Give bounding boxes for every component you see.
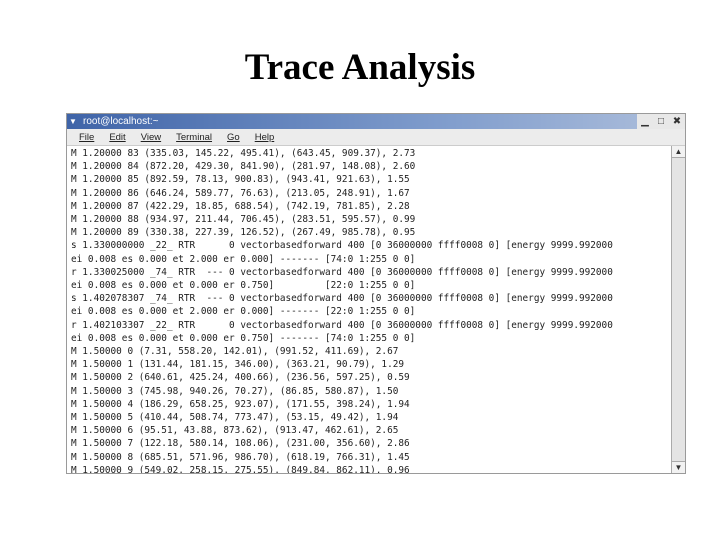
- scroll-down-icon[interactable]: ▼: [672, 461, 685, 473]
- window-title: root@localhost:~: [83, 116, 159, 127]
- menu-bar: File Edit View Terminal Go Help: [67, 129, 685, 146]
- menu-go[interactable]: Go: [227, 131, 240, 143]
- menu-help[interactable]: Help: [254, 131, 275, 143]
- maximize-icon[interactable]: □: [657, 116, 665, 127]
- terminal-line: s 1.330000000 _22_ RTR 0 vectorbasedforw…: [71, 240, 613, 252]
- terminal-line: ei 0.008 es 0.000 et 2.000 er 0.000] ---…: [71, 253, 416, 265]
- terminal-line: M 1.50000 3 (745.98, 940.26, 70.27), (86…: [71, 385, 399, 397]
- terminal-line: M 1.20000 88 (934.97, 211.44, 706.45), (…: [71, 214, 416, 226]
- terminal-line: M 1.20000 87 (422.29, 18.85, 688.54), (7…: [71, 200, 410, 212]
- terminal-line: M 1.50000 2 (640.61, 425.24, 400.66), (2…: [71, 372, 410, 384]
- scroll-up-icon[interactable]: ▲: [672, 146, 685, 158]
- menu-file[interactable]: File: [79, 131, 95, 143]
- slide-title: Trace Analysis: [244, 47, 476, 88]
- terminal-line: M 1.50000 8 (685.51, 571.96, 986.70), (6…: [71, 451, 410, 463]
- window-menu-icon[interactable]: ▼: [69, 117, 77, 126]
- terminal-line: M 1.50000 4 (186.29, 658.25, 923.07), (1…: [71, 398, 410, 410]
- menu-view[interactable]: View: [140, 131, 162, 143]
- menu-terminal[interactable]: Terminal: [176, 131, 213, 143]
- minimize-icon[interactable]: ▁: [641, 116, 649, 127]
- terminal-line: M 1.20000 89 (330.38, 227.39, 126.52), (…: [71, 227, 416, 239]
- close-icon[interactable]: ✖: [672, 116, 682, 127]
- terminal-line: M 1.50000 6 (95.51, 43.88, 873.62), (913…: [71, 425, 399, 437]
- terminal-line: ei 0.008 es 0.000 et 2.000 er 0.000] ---…: [71, 306, 416, 318]
- terminal-line: M 1.50000 0 (7.31, 558.20, 142.01), (991…: [71, 346, 399, 358]
- terminal-line: s 1.402078307 _74_ RTR --- 0 vectorbased…: [71, 293, 613, 305]
- terminal-line: M 1.20000 83 (335.03, 145.22, 495.41), (…: [71, 148, 416, 159]
- terminal-line: M 1.20000 85 (892.59, 78.13, 900.83), (9…: [71, 174, 410, 186]
- terminal-line: M 1.50000 1 (131.44, 181.15, 346.00), (3…: [71, 359, 405, 371]
- menu-edit[interactable]: Edit: [109, 131, 126, 143]
- terminal-line: M 1.20000 84 (872.20, 429.30, 841.90), (…: [71, 161, 416, 173]
- terminal-window: ▼ root@localhost:~ ▁ □ ✖ File Edit View …: [66, 113, 686, 474]
- scrollbar[interactable]: ▲ ▼: [671, 146, 685, 473]
- terminal-line: M 1.50000 9 (549.02, 258.15, 275.55), (8…: [71, 464, 410, 473]
- terminal-line: r 1.330025000 _74_ RTR --- 0 vectorbased…: [71, 266, 613, 278]
- terminal-line: ei 0.008 es 0.000 et 0.000 er 0.750] ---…: [71, 332, 416, 344]
- terminal-line: M 1.20000 86 (646.24, 589.77, 76.63), (2…: [71, 187, 410, 199]
- terminal-line: M 1.50000 7 (122.18, 580.14, 108.06), (2…: [71, 438, 410, 450]
- terminal-line: r 1.402103307 _22_ RTR 0 vectorbasedforw…: [71, 319, 613, 331]
- window-titlebar[interactable]: ▼ root@localhost:~ ▁ □ ✖: [67, 114, 685, 129]
- terminal-output[interactable]: M 1.20000 83 (335.03, 145.22, 495.41), (…: [67, 146, 671, 473]
- terminal-line: ei 0.008 es 0.000 et 0.000 er 0.750] [22…: [71, 280, 416, 292]
- terminal-line: M 1.50000 5 (410.44, 508.74, 773.47), (5…: [71, 412, 399, 424]
